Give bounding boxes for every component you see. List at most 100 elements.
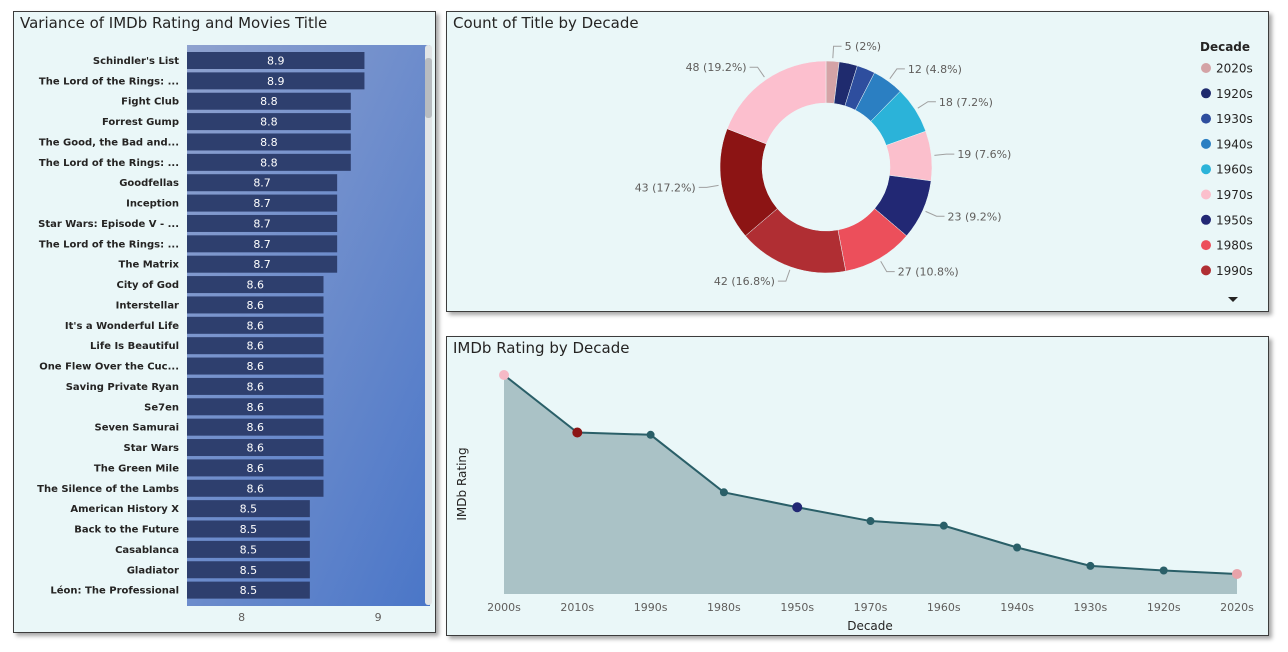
bar-category-label: Saving Private Ryan <box>66 382 179 393</box>
bar <box>187 357 324 375</box>
bar <box>187 214 338 232</box>
scrollbar-track <box>425 45 432 605</box>
bar-category-label: Forrest Gump <box>102 117 179 128</box>
bar-value-label: 8.5 <box>240 584 257 597</box>
legend-item-label: 1930s <box>1216 112 1253 126</box>
legend-swatch <box>1201 214 1211 225</box>
bar-value-label: 8.6 <box>247 401 265 414</box>
donut-chart-panel: Count of Title by Decade 5 (2%) 12 (4.8%)… <box>446 11 1269 312</box>
bar <box>187 337 324 355</box>
bar <box>187 520 310 538</box>
bar-value-label: 8.8 <box>260 95 278 108</box>
donut-leader-line <box>749 66 765 78</box>
donut-chart: 5 (2%) 12 (4.8%) 18 (7.2%) 19 (7.6%) 23 (9.2… <box>635 40 1253 302</box>
bar <box>187 377 324 395</box>
x-tick-label: 2000s <box>487 601 521 614</box>
donut-data-label: 12 (4.8%) <box>908 63 962 76</box>
x-tick-label: 1940s <box>1000 601 1034 614</box>
bar-value-label: 8.7 <box>253 197 271 210</box>
area-fill <box>504 375 1237 594</box>
bar-value-label: 8.5 <box>240 564 257 577</box>
donut-data-label: 23 (9.2%) <box>948 210 1002 223</box>
legend-item-label: 1920s <box>1216 87 1253 101</box>
data-point <box>939 521 948 530</box>
bar-value-label: 8.5 <box>240 503 257 516</box>
data-point <box>1013 543 1022 552</box>
bar-category-label: It's a Wonderful Life <box>65 321 179 332</box>
legend-swatch <box>1201 113 1211 124</box>
area-chart-panel: IMDb Rating by Decade 2000s 2010s 1990s 198… <box>446 336 1269 636</box>
data-point <box>1232 568 1242 579</box>
x-tick-label: 2010s <box>560 601 594 614</box>
donut-data-label: 42 (16.8%) <box>714 275 775 288</box>
bar <box>187 72 365 90</box>
legend-item-label: 1960s <box>1216 163 1253 177</box>
bar-category-label: City of God <box>117 280 180 291</box>
legend-swatch <box>1201 189 1211 200</box>
legend-item-label: 1970s <box>1216 188 1253 202</box>
legend-swatch <box>1201 138 1211 149</box>
bar <box>187 459 324 477</box>
bar <box>187 439 324 457</box>
bar-category-label: Fight Club <box>121 97 179 108</box>
x-tick-label: 2020s <box>1220 601 1254 614</box>
y-axis-title: IMDb Rating <box>455 447 469 520</box>
donut-leader-line <box>925 210 945 217</box>
data-point <box>866 517 875 526</box>
bar <box>187 92 351 110</box>
bar <box>187 316 324 334</box>
bar-category-label: The Matrix <box>119 260 180 271</box>
bar-value-label: 8.8 <box>260 116 278 129</box>
bar-value-label: 8.6 <box>247 319 265 332</box>
bar-value-label: 8.6 <box>247 482 265 495</box>
data-point <box>572 427 583 438</box>
bar-chart-title: Variance of IMDb Rating and Movies Title <box>20 14 328 32</box>
bar-category-label: The Lord of the Rings: ... <box>39 239 179 250</box>
data-point <box>792 502 803 513</box>
x-tick-label: 1990s <box>634 601 668 614</box>
area-chart-title: IMDb Rating by Decade <box>453 339 630 357</box>
bar-chart-panel: Variance of IMDb Rating and Movies Title… <box>13 11 436 633</box>
bar-category-label: American History X <box>70 504 179 515</box>
bar-value-label: 8.8 <box>260 156 278 169</box>
bar-value-label: 8.6 <box>247 442 265 455</box>
bar-value-label: 8.6 <box>247 340 265 353</box>
bar <box>187 174 338 192</box>
donut-leader-line <box>832 45 842 59</box>
donut-data-label: 19 (7.6%) <box>957 148 1011 161</box>
x-tick-label: 1970s <box>854 601 888 614</box>
bar-value-label: 8.7 <box>253 238 271 251</box>
bar-value-label: 8.9 <box>267 55 285 68</box>
legend-more-arrow <box>1228 297 1238 302</box>
bar-category-label: The Green Mile <box>94 463 179 474</box>
bar <box>187 194 338 212</box>
data-point <box>719 488 728 497</box>
bar-category-label: Gladiator <box>127 565 179 576</box>
legend-swatch <box>1201 240 1211 251</box>
bar-category-label: One Flew Over the Cuc... <box>39 362 179 373</box>
donut-data-label: 48 (19.2%) <box>686 61 747 74</box>
bar <box>187 418 324 436</box>
bar <box>187 235 338 253</box>
data-point <box>1159 566 1168 575</box>
legend-swatch <box>1201 164 1211 175</box>
donut-leader-line <box>880 261 895 273</box>
bar-category-label: Interstellar <box>116 300 179 311</box>
bar-value-label: 8.6 <box>247 360 265 373</box>
scrollbar-thumb <box>425 58 432 118</box>
bar-value-label: 8.5 <box>240 523 257 536</box>
bar-value-label: 8.7 <box>253 177 271 190</box>
bar-category-label: Star Wars <box>124 443 179 454</box>
bar-value-label: 8.6 <box>247 462 265 475</box>
bar <box>187 133 351 151</box>
bar-value-label: 8.9 <box>267 75 285 88</box>
bar <box>187 296 324 314</box>
data-point <box>1086 561 1095 570</box>
bar-value-label: 8.5 <box>240 543 257 556</box>
donut-data-label: 43 (17.2%) <box>635 181 696 194</box>
bar <box>187 540 310 558</box>
donut-leader-line <box>917 101 936 109</box>
legend-item-label: 1940s <box>1216 137 1253 151</box>
donut-leader-line <box>889 68 905 79</box>
legend-item-label: 1950s <box>1216 213 1253 227</box>
